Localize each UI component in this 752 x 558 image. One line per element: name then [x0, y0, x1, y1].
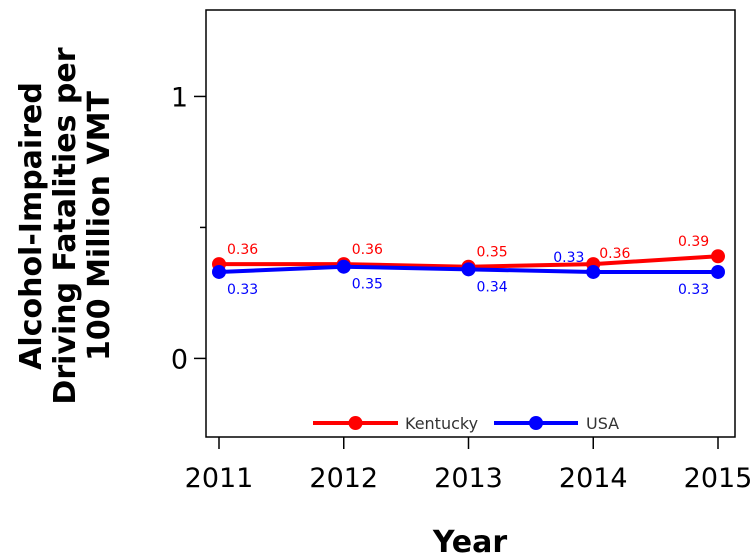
y-axis: 01 [171, 82, 206, 375]
data-label-kentucky: 0.36 [352, 242, 383, 258]
data-label-usa: 0.34 [477, 279, 508, 295]
x-axis-title: Year [432, 525, 508, 558]
y-axis-title-line: Alcohol-Impaired [14, 82, 49, 370]
legend-label-usa: USA [586, 414, 619, 433]
x-tick-label: 2012 [309, 463, 378, 494]
data-point-usa [461, 262, 476, 277]
data-label-kentucky: 0.36 [227, 242, 258, 258]
data-point-usa [711, 264, 725, 279]
x-tick-label: 2011 [185, 463, 254, 494]
x-axis: 2011 2012 2013 2014 2015 [185, 437, 752, 494]
data-label-kentucky: 0.35 [477, 245, 508, 261]
data-label-kentucky: 0.36 [599, 246, 630, 262]
y-tick-label: 0 [171, 344, 188, 375]
x-tick-label: 2015 [684, 463, 752, 494]
y-axis-title-line: 100 Million VMT [82, 90, 117, 361]
legend-marker-kentucky [348, 416, 363, 430]
series-layer: 0.36 0.36 0.35 0.36 0.39 0.33 0.35 0.34 0.33 0.33 [212, 234, 725, 298]
y-tick-label: 1 [171, 82, 188, 113]
legend-label-kentucky: Kentucky [405, 414, 478, 433]
data-point-usa [336, 259, 351, 274]
y-axis-title-line: Driving Fatalities per [48, 47, 83, 404]
plot-frame [205, 9, 736, 438]
data-label-usa: 0.33 [678, 282, 709, 298]
data-point-usa [586, 264, 601, 279]
x-tick-label: 2014 [559, 463, 628, 494]
data-point-usa [212, 264, 226, 279]
data-label-usa: 0.35 [352, 277, 383, 293]
legend-marker-usa [529, 416, 543, 430]
data-label-usa: 0.33 [227, 282, 258, 298]
data-label-usa: 0.33 [553, 250, 584, 266]
data-point-kentucky [711, 249, 725, 264]
legend: Kentucky USA [313, 414, 619, 433]
y-axis-title: Alcohol-ImpairedDriving Fatalities per10… [14, 47, 117, 404]
x-tick-label: 2013 [434, 463, 503, 494]
data-label-kentucky: 0.39 [678, 234, 709, 250]
